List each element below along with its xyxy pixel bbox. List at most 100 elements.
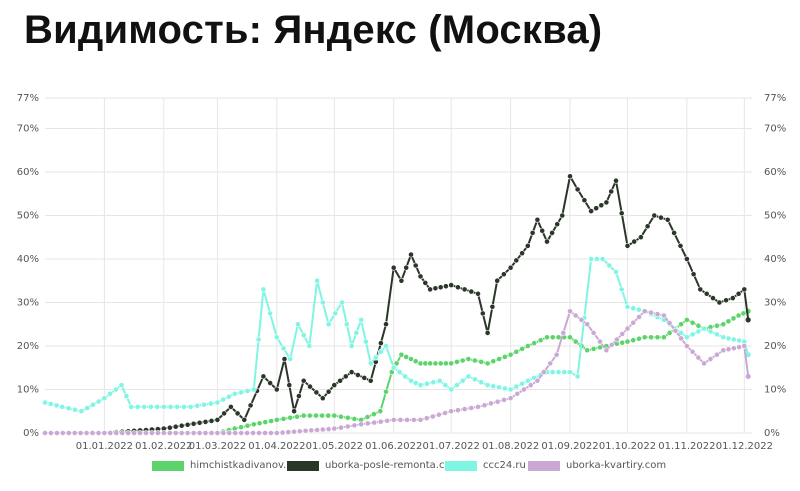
y-tick-label-left: 40% xyxy=(17,254,39,265)
data-point xyxy=(225,393,232,400)
data-point xyxy=(59,403,66,410)
data-point xyxy=(71,430,78,436)
data-point xyxy=(695,354,702,361)
data-point xyxy=(377,418,384,425)
data-point xyxy=(267,430,274,436)
data-point xyxy=(190,430,197,436)
data-point xyxy=(448,360,455,367)
data-point xyxy=(720,334,727,341)
data-point xyxy=(631,238,638,245)
x-tick-label: 01.12.2022 xyxy=(716,441,773,452)
data-point xyxy=(608,341,615,348)
legend-swatch xyxy=(445,460,477,471)
data-point xyxy=(684,256,690,262)
legend-item[interactable]: uborka-kvartiry.com xyxy=(528,460,666,471)
data-point xyxy=(661,334,667,341)
data-point xyxy=(490,383,497,390)
data-point xyxy=(549,334,556,341)
data-point xyxy=(371,419,378,426)
data-point xyxy=(220,430,227,436)
data-point xyxy=(187,403,194,410)
data-point xyxy=(567,369,573,375)
data-point xyxy=(475,290,481,297)
data-point xyxy=(490,358,497,365)
data-point xyxy=(390,264,397,271)
data-point xyxy=(354,372,361,378)
data-point xyxy=(214,399,221,406)
data-point xyxy=(641,308,648,315)
data-point xyxy=(678,335,684,342)
x-tick-label: 01.09.2022 xyxy=(541,441,598,452)
data-point xyxy=(745,373,751,380)
data-point xyxy=(190,420,197,427)
data-point xyxy=(95,398,102,405)
data-point xyxy=(454,284,461,291)
data-point xyxy=(603,347,610,354)
data-point xyxy=(412,262,419,269)
data-point xyxy=(494,398,501,405)
data-point xyxy=(590,329,597,336)
data-point xyxy=(344,414,351,421)
data-point xyxy=(238,430,245,436)
y-tick-label-right: 40% xyxy=(764,254,786,265)
data-point xyxy=(606,262,613,269)
legend-item[interactable]: uborka-posle-remonta.com xyxy=(287,460,460,471)
data-point xyxy=(519,250,525,257)
data-point xyxy=(273,386,280,393)
data-point xyxy=(465,356,472,362)
data-point xyxy=(72,406,78,413)
data-point xyxy=(574,373,581,380)
legend-label: himchistkadivanov.ru xyxy=(190,460,297,471)
data-point xyxy=(232,430,239,436)
page-title: Видимость: Яндекс (Москва) xyxy=(24,8,603,52)
data-point xyxy=(423,415,430,422)
data-point xyxy=(244,430,250,436)
data-point xyxy=(137,430,143,436)
data-point xyxy=(383,343,389,349)
data-point xyxy=(723,297,729,304)
chart-legend: himchistkadivanov.ru uborka-posle-remont… xyxy=(0,460,800,480)
data-point xyxy=(331,412,338,419)
data-point xyxy=(554,221,561,228)
data-point xyxy=(544,334,550,341)
data-point xyxy=(255,336,262,343)
data-point xyxy=(125,430,132,436)
data-point xyxy=(227,403,234,410)
data-point xyxy=(720,321,727,328)
legend-swatch xyxy=(528,460,560,471)
data-point xyxy=(408,377,414,384)
data-point xyxy=(308,427,315,434)
data-point xyxy=(489,303,496,310)
data-point xyxy=(716,299,723,306)
data-point xyxy=(654,334,661,341)
data-point xyxy=(208,430,215,436)
data-point xyxy=(513,348,520,355)
data-point xyxy=(306,412,313,419)
data-point xyxy=(118,382,125,388)
y-tick-label-right: 60% xyxy=(764,167,786,178)
data-point xyxy=(325,321,332,328)
data-point xyxy=(513,257,520,264)
x-tick-label: 01.01.2022 xyxy=(76,441,133,452)
data-point xyxy=(267,310,273,317)
data-point xyxy=(167,403,174,410)
data-point xyxy=(459,357,466,364)
data-point xyxy=(745,352,751,358)
data-point xyxy=(549,369,556,375)
data-point xyxy=(238,424,244,431)
data-point xyxy=(300,377,307,384)
data-point xyxy=(403,264,410,271)
data-point xyxy=(344,423,351,430)
legend-item[interactable]: ccc24.ru xyxy=(445,460,526,471)
data-point xyxy=(325,426,332,432)
data-point xyxy=(47,401,54,407)
data-point xyxy=(537,337,544,344)
data-point xyxy=(730,336,737,343)
y-tick-label-left: 30% xyxy=(17,297,39,308)
data-point xyxy=(531,340,538,346)
data-point xyxy=(593,256,600,262)
data-point xyxy=(214,416,221,423)
x-tick-label: 01.07.2022 xyxy=(423,441,480,452)
legend-item[interactable]: himchistkadivanov.ru xyxy=(152,460,297,471)
data-point xyxy=(684,316,690,323)
